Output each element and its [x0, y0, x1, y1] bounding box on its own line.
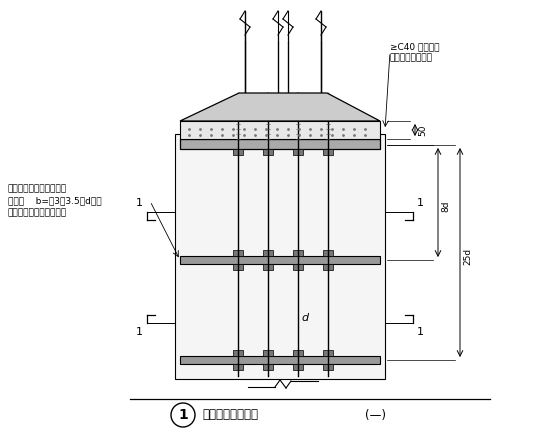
Bar [293, 149, 303, 155]
Bar [263, 149, 273, 155]
Bar [323, 264, 333, 270]
Bar [293, 250, 303, 256]
Text: 1: 1 [178, 408, 188, 422]
Text: 50: 50 [418, 124, 427, 136]
Bar [293, 264, 303, 270]
Bar [323, 350, 333, 356]
Text: 锆栓固定夺角锂，通常角: 锆栓固定夺角锂，通常角 [8, 184, 67, 194]
Bar [233, 364, 243, 370]
Text: (—): (—) [365, 409, 386, 422]
Bar [180, 356, 380, 364]
Bar [233, 250, 243, 256]
Text: 柱脚锆栓固定支架: 柱脚锆栓固定支架 [202, 409, 258, 422]
Bar [293, 350, 303, 356]
Text: 1: 1 [136, 198, 143, 208]
Text: 锂輻宽    b=Ｈ3～3.5）d，厕: 锂輻宽 b=Ｈ3～3.5）d，厕 [8, 197, 101, 205]
Text: 8d: 8d [441, 201, 450, 212]
Bar [323, 149, 333, 155]
Bar [293, 364, 303, 370]
Bar [263, 364, 273, 370]
Text: d: d [301, 313, 308, 323]
Bar [233, 264, 243, 270]
Bar [180, 256, 380, 264]
Text: 1: 1 [417, 198, 424, 208]
Text: 厚取相应型号中之最厚者: 厚取相应型号中之最厚者 [8, 208, 67, 218]
Bar [263, 350, 273, 356]
Text: 1: 1 [417, 326, 424, 336]
Text: 1: 1 [136, 326, 143, 336]
Polygon shape [180, 93, 380, 121]
Bar [263, 250, 273, 256]
Bar [233, 149, 243, 155]
Bar [263, 264, 273, 270]
Text: 25d: 25d [463, 248, 472, 265]
Bar [175, 134, 385, 379]
Bar [323, 364, 333, 370]
Bar [233, 350, 243, 356]
Text: 混凝土或锂常沙浆: 混凝土或锂常沙浆 [390, 53, 433, 62]
Text: ≥C40 无收缩石: ≥C40 无收缩石 [390, 42, 440, 52]
Bar [180, 121, 380, 139]
Bar [323, 250, 333, 256]
Bar [180, 139, 380, 149]
